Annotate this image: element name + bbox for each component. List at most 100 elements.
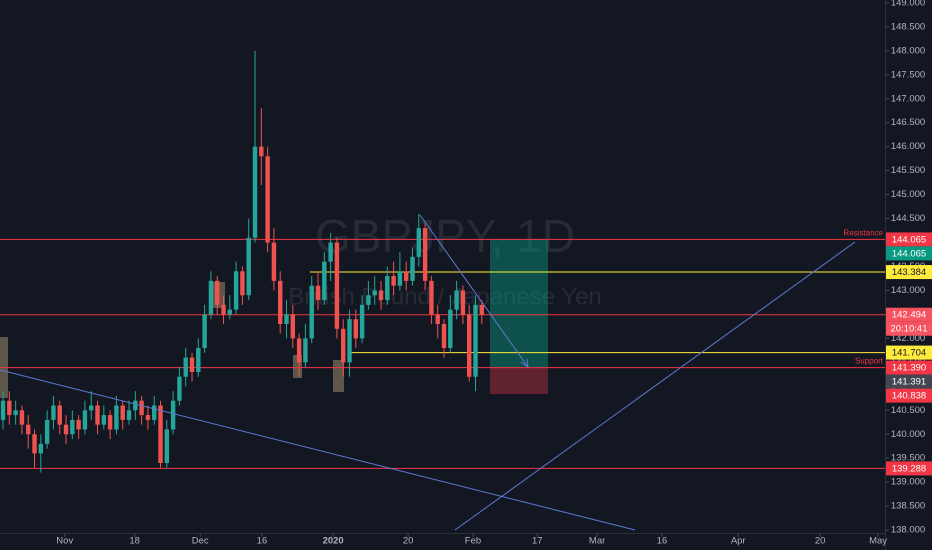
y-tick-label: 148.000 — [891, 45, 925, 56]
candle-body — [107, 415, 113, 430]
candle-body — [366, 295, 371, 305]
candle-body — [479, 304, 485, 315]
x-tick-label: 2020 — [323, 536, 344, 547]
candle-body — [227, 309, 233, 315]
candles — [0, 50, 485, 473]
y-tick-label: 146.500 — [891, 117, 925, 128]
y-tick-label: 147.000 — [891, 93, 925, 104]
y-tick-label: 140.500 — [891, 405, 925, 416]
price-tag-bg — [886, 374, 932, 389]
candle-body — [341, 328, 346, 363]
candle-body — [170, 400, 176, 430]
y-tick-label: 146.000 — [891, 141, 925, 152]
candle-body — [208, 280, 214, 315]
candle-body — [57, 405, 62, 425]
y-tick-label: 139.500 — [891, 453, 925, 464]
candle-body — [139, 400, 144, 416]
candle-body — [284, 314, 289, 325]
candle-body — [372, 290, 377, 296]
price-tag: 139.288 — [892, 463, 926, 474]
candle-body — [391, 276, 396, 286]
candle-body — [145, 415, 151, 420]
candle-body — [177, 376, 182, 401]
watermark-symbol: GBPJPY, 1D — [315, 210, 575, 262]
candle-body — [196, 347, 201, 372]
y-tick-label: 144.500 — [891, 213, 925, 224]
candle-body — [467, 314, 472, 377]
x-tick-label: Apr — [731, 536, 746, 547]
x-tick-label: 20 — [403, 536, 414, 547]
x-tick-label: 18 — [129, 536, 140, 547]
price-tag: 141.390 — [892, 363, 926, 374]
candle-body — [0, 400, 6, 420]
x-tick-label: 20 — [815, 536, 826, 547]
y-tick-label: 149.000 — [891, 0, 925, 8]
candle-body — [221, 304, 226, 315]
y-tick-label: 140.000 — [891, 429, 925, 440]
highlight-box — [333, 360, 344, 392]
candle-body — [278, 280, 283, 325]
candle-body — [95, 405, 100, 425]
trend-line — [0, 369, 636, 531]
x-tick-label: 16 — [657, 536, 668, 547]
candle-body — [303, 338, 308, 363]
candle-body — [290, 314, 296, 339]
candle-body — [378, 290, 384, 301]
arrow-line — [419, 214, 529, 368]
candle-body — [44, 419, 50, 444]
y-tick-label: 145.500 — [891, 165, 925, 176]
price-tag: 141.704 — [892, 348, 926, 359]
candle-body — [385, 276, 390, 301]
x-tick-label: Nov — [56, 536, 73, 547]
watermark-name: British Pound / Japanese Yen — [288, 283, 602, 310]
candle-body — [215, 280, 220, 305]
candle-body — [63, 424, 69, 435]
candle-body — [429, 280, 434, 315]
y-tick-label: 143.000 — [891, 285, 925, 296]
countdown-tag: 20:10:41 — [891, 324, 928, 335]
candle-body — [448, 309, 453, 348]
candle-body — [240, 271, 245, 296]
price-tag-bg — [886, 246, 932, 261]
candle-body — [189, 357, 195, 372]
highlight-box — [293, 355, 302, 378]
candle-body — [126, 410, 132, 420]
x-tick-label: 17 — [532, 536, 543, 547]
price-tag: 140.838 — [892, 391, 926, 402]
price-tag: 144.065 — [892, 248, 926, 259]
candle-body — [410, 256, 415, 281]
candle-body — [89, 405, 94, 411]
y-tick-label: 138.000 — [891, 525, 925, 536]
trend-line — [454, 241, 856, 531]
candle-body — [158, 405, 163, 464]
candle-body — [32, 434, 37, 454]
price-tag: 141.391 — [892, 377, 926, 388]
candle-body — [26, 424, 31, 435]
candle-body — [422, 228, 428, 281]
candle-body — [353, 319, 359, 339]
level-label: Support — [855, 357, 884, 366]
x-tick-label: Feb — [465, 536, 481, 547]
level-label: Resistance — [843, 229, 883, 238]
candle-body — [152, 405, 157, 420]
y-tick-label: 148.500 — [891, 21, 925, 32]
axes: 138.000 138.500 139.000 139.500 140.000 140.5… — [56, 0, 932, 547]
candle-body — [397, 271, 403, 286]
y-tick-label: 142.000 — [891, 333, 925, 344]
price-tag-bg — [886, 265, 932, 280]
x-tick-label: Mar — [589, 536, 605, 547]
candle-body — [76, 419, 81, 430]
price-tag-bg — [886, 345, 932, 360]
candle-body — [246, 237, 251, 296]
y-tick-label: 147.500 — [891, 69, 925, 80]
x-tick-label: May — [869, 536, 887, 547]
x-tick-label: Dec — [192, 536, 209, 547]
candle-body — [120, 405, 125, 420]
candle-body — [133, 400, 138, 411]
candle-body — [82, 410, 88, 430]
candle-body — [183, 357, 188, 377]
candle-body — [70, 419, 75, 435]
